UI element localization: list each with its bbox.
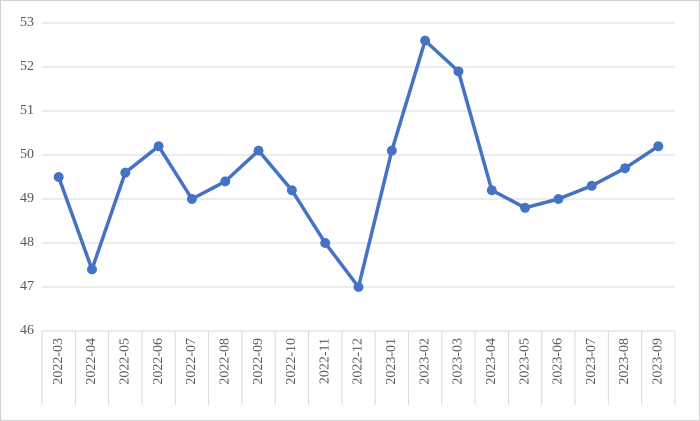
y-tick-label: 51 [20, 103, 34, 118]
point [486, 185, 497, 196]
x-tick-label: 2023-09 [651, 338, 666, 385]
point [220, 176, 231, 187]
y-tick-label: 46 [20, 323, 34, 338]
point [586, 180, 597, 191]
x-tick-label: 2023-02 [417, 338, 432, 385]
point [120, 167, 131, 178]
x-tick-label: 2022-03 [51, 338, 66, 385]
x-tick-label: 2023-03 [451, 338, 466, 385]
y-tick-label: 50 [20, 147, 34, 162]
x-tick-label: 2022-04 [84, 338, 99, 385]
point [153, 141, 164, 152]
x-tick-label: 2022-05 [118, 338, 133, 385]
point [86, 264, 97, 275]
point [186, 194, 197, 204]
x-tick-label: 2022-10 [284, 338, 299, 385]
y-tick-label: 52 [20, 59, 34, 74]
y-tick-label: 48 [20, 235, 34, 250]
x-tick-label: 2023-07 [584, 338, 599, 385]
x-tick-label: 2023-01 [384, 338, 399, 385]
x-tick-label: 2022-08 [217, 338, 232, 385]
x-tick-label: 2023-04 [484, 338, 499, 385]
point [320, 238, 331, 248]
x-tick-label: 2022-07 [184, 338, 199, 385]
point [253, 145, 264, 156]
point [353, 282, 364, 292]
x-tick-label: 2022-11 [317, 338, 332, 384]
point [653, 141, 664, 152]
point [520, 202, 531, 213]
x-tick-label: 2022-09 [251, 338, 266, 385]
x-tick-label: 2023-05 [517, 338, 532, 385]
x-tick-label: 2022-12 [351, 338, 366, 385]
point [453, 66, 464, 77]
point [53, 172, 64, 182]
x-tick-label: 2023-06 [551, 338, 566, 385]
x-tick-label: 2023-08 [617, 338, 632, 385]
y-tick-label: 47 [20, 279, 34, 294]
y-tick-label: 53 [20, 15, 34, 30]
point [420, 35, 431, 46]
x-tick-label: 2022-06 [151, 338, 166, 385]
point [620, 163, 631, 174]
point [553, 194, 564, 204]
point [386, 145, 397, 156]
y-tick-label: 49 [20, 191, 34, 206]
point [286, 185, 297, 196]
